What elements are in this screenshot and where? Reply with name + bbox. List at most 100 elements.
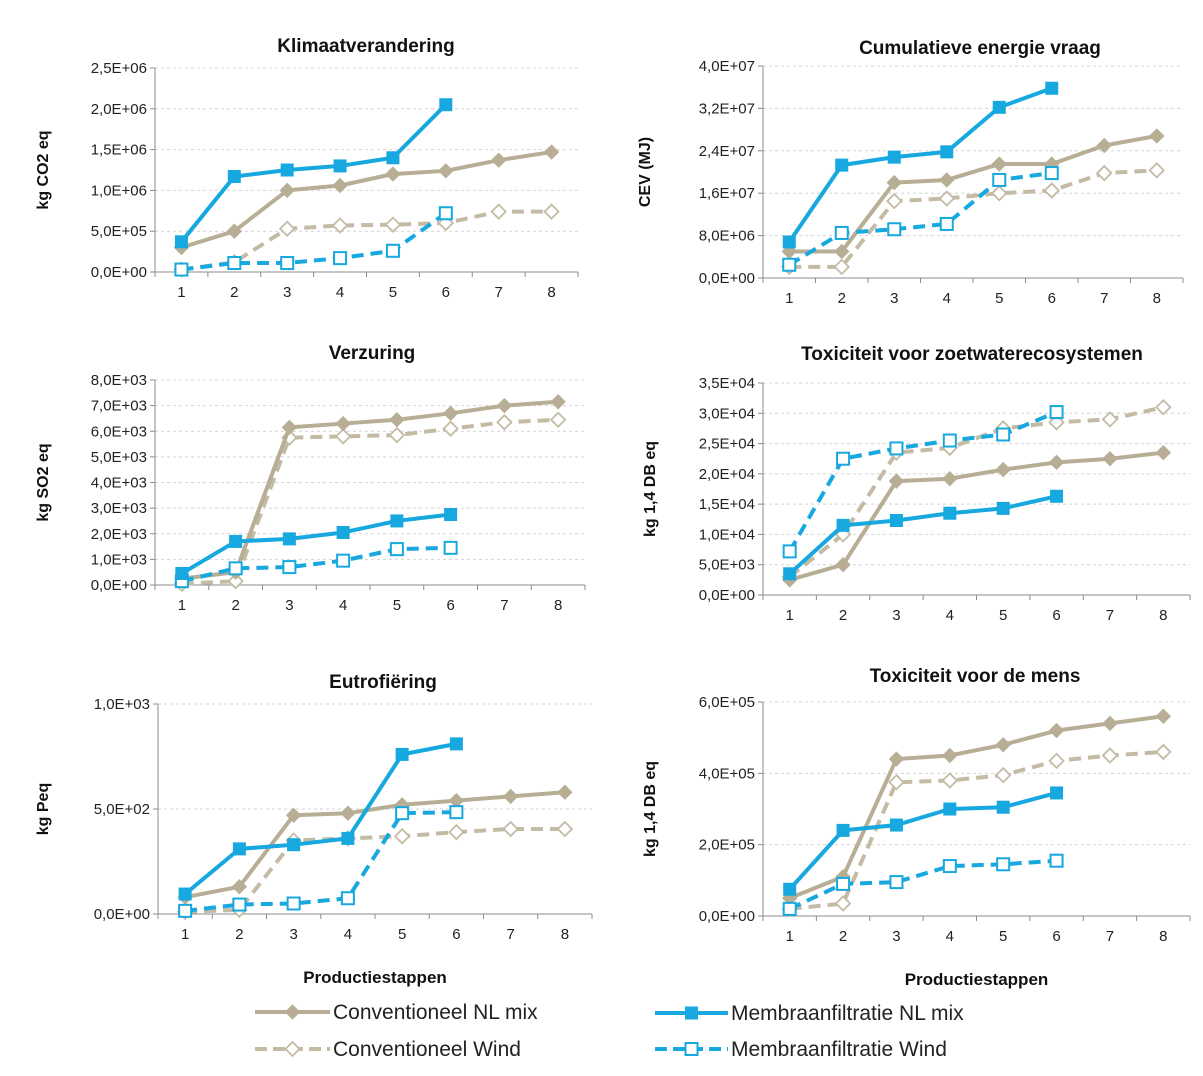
data-point — [281, 419, 298, 436]
data-point — [1048, 454, 1065, 471]
x-tick-label: 8 — [1153, 290, 1161, 307]
legend-item: Membraanfiltratie NL mix — [655, 1002, 964, 1025]
data-point — [331, 217, 349, 234]
x-tick-label: 7 — [506, 926, 514, 943]
data-point — [336, 525, 350, 539]
data-point — [388, 426, 406, 444]
chart-panel-5: 0,0E+00 5,0E+02 1,0E+03 1 2 3 4 5 6 7 8 Eutrofiërin… — [35, 672, 593, 987]
data-point — [1101, 747, 1119, 764]
data-point — [992, 100, 1006, 114]
y-tick-label: 1,0E+03 — [94, 696, 150, 713]
data-point — [384, 216, 402, 233]
data-point — [334, 428, 352, 445]
series-line-membraanfiltratie-wind — [184, 810, 457, 913]
series-line-membraanfiltratie-nl-mix — [179, 103, 448, 244]
data-point — [834, 243, 850, 260]
legend-label: Conventioneel NL mix — [333, 1001, 538, 1024]
y-tick-label: 2,0E+06 — [91, 101, 147, 118]
legend-label: Conventioneel Wind — [333, 1038, 521, 1061]
data-point — [994, 766, 1012, 784]
x-tick-label: 4 — [344, 926, 352, 943]
y-tick-label: 6,0E+05 — [699, 694, 755, 711]
series-line-membraanfiltratie-nl-mix — [788, 494, 1058, 576]
chart-panel-1: 0,0E+00 5,0E+05 1,0E+06 1,5E+06 2,0E+06 2,5E+… — [35, 36, 579, 301]
y-tick-label: 7,0E+03 — [91, 398, 147, 415]
x-tick-label: 2 — [231, 597, 239, 614]
data-point — [1050, 786, 1064, 800]
data-point — [227, 170, 241, 184]
series-line-membraanfiltratie-wind — [181, 211, 447, 272]
data-point — [835, 158, 849, 172]
data-point — [1155, 708, 1172, 724]
y-tick-label: 1,5E+04 — [699, 496, 755, 513]
series-line-conventioneel-wind — [181, 209, 552, 272]
data-point — [782, 544, 797, 559]
data-point — [282, 560, 297, 575]
data-point — [834, 895, 852, 912]
x-tick-label: 5 — [995, 290, 1003, 307]
y-tick-label: 8,0E+03 — [91, 372, 147, 389]
data-point — [1155, 743, 1172, 761]
chart-panel-6: 0,0E+00 2,0E+05 4,0E+05 6,0E+05 1 2 3 4 5 6 7 8 Toxi… — [642, 666, 1191, 989]
x-tick-label: 5 — [398, 926, 406, 943]
x-tick-label: 2 — [838, 290, 846, 307]
data-point — [836, 451, 851, 466]
x-tick-label: 7 — [1106, 607, 1114, 624]
data-point — [442, 405, 459, 422]
data-point — [888, 773, 905, 791]
data-point — [385, 243, 400, 258]
series-line-conventioneel-nl-mix — [789, 133, 1158, 254]
data-point — [783, 567, 797, 581]
data-point — [280, 256, 295, 271]
series-line-conventioneel-nl-mix — [180, 150, 552, 250]
legend-label: Membraanfiltratie NL mix — [731, 1002, 964, 1025]
x-tick-label: 3 — [283, 284, 291, 301]
data-point — [940, 145, 954, 159]
data-point — [550, 394, 566, 410]
data-point — [557, 784, 573, 800]
data-point — [543, 203, 560, 220]
x-tick-label: 1 — [177, 284, 185, 301]
y-tick-label: 0,0E+00 — [91, 577, 147, 594]
x-tick-label: 6 — [452, 926, 460, 943]
data-point — [887, 150, 901, 164]
data-point — [1102, 715, 1118, 732]
x-tick-label: 1 — [785, 290, 793, 307]
data-point — [335, 415, 351, 432]
data-point — [887, 222, 902, 237]
chart-title: Cumulatieve energie vraag — [859, 38, 1101, 59]
x-tick-label: 8 — [547, 284, 555, 301]
data-point — [226, 223, 243, 239]
data-point — [888, 473, 905, 489]
data-point — [332, 177, 348, 194]
x-axis-label: Productiestappen — [303, 968, 447, 987]
data-point — [1102, 451, 1118, 467]
x-tick-label: 7 — [1100, 290, 1108, 307]
x-tick-label: 3 — [285, 597, 293, 614]
data-point — [942, 859, 957, 874]
x-tick-label: 8 — [561, 926, 569, 943]
x-tick-label: 3 — [892, 928, 900, 945]
series-line-conventioneel-wind — [788, 405, 1164, 579]
data-point — [1155, 444, 1172, 461]
data-point — [1049, 853, 1064, 868]
data-point — [490, 152, 507, 168]
data-point — [1050, 489, 1064, 503]
data-point — [995, 737, 1011, 753]
y-axis-label: kg 1,4 DB eq — [642, 761, 659, 857]
x-tick-label: 6 — [1048, 290, 1056, 307]
data-point — [287, 838, 301, 852]
x-tick-label: 5 — [393, 597, 401, 614]
data-point — [443, 540, 458, 555]
x-tick-label: 2 — [235, 926, 243, 943]
data-point — [943, 506, 957, 520]
y-tick-label: 5,0E+03 — [699, 557, 755, 574]
data-point — [449, 805, 464, 820]
x-tick-label: 2 — [839, 928, 847, 945]
data-point — [174, 235, 188, 249]
y-axis-label: kg 1,4 DB eq — [642, 441, 659, 537]
data-point — [836, 823, 850, 837]
data-point — [783, 882, 797, 896]
x-tick-label: 8 — [1159, 607, 1167, 624]
